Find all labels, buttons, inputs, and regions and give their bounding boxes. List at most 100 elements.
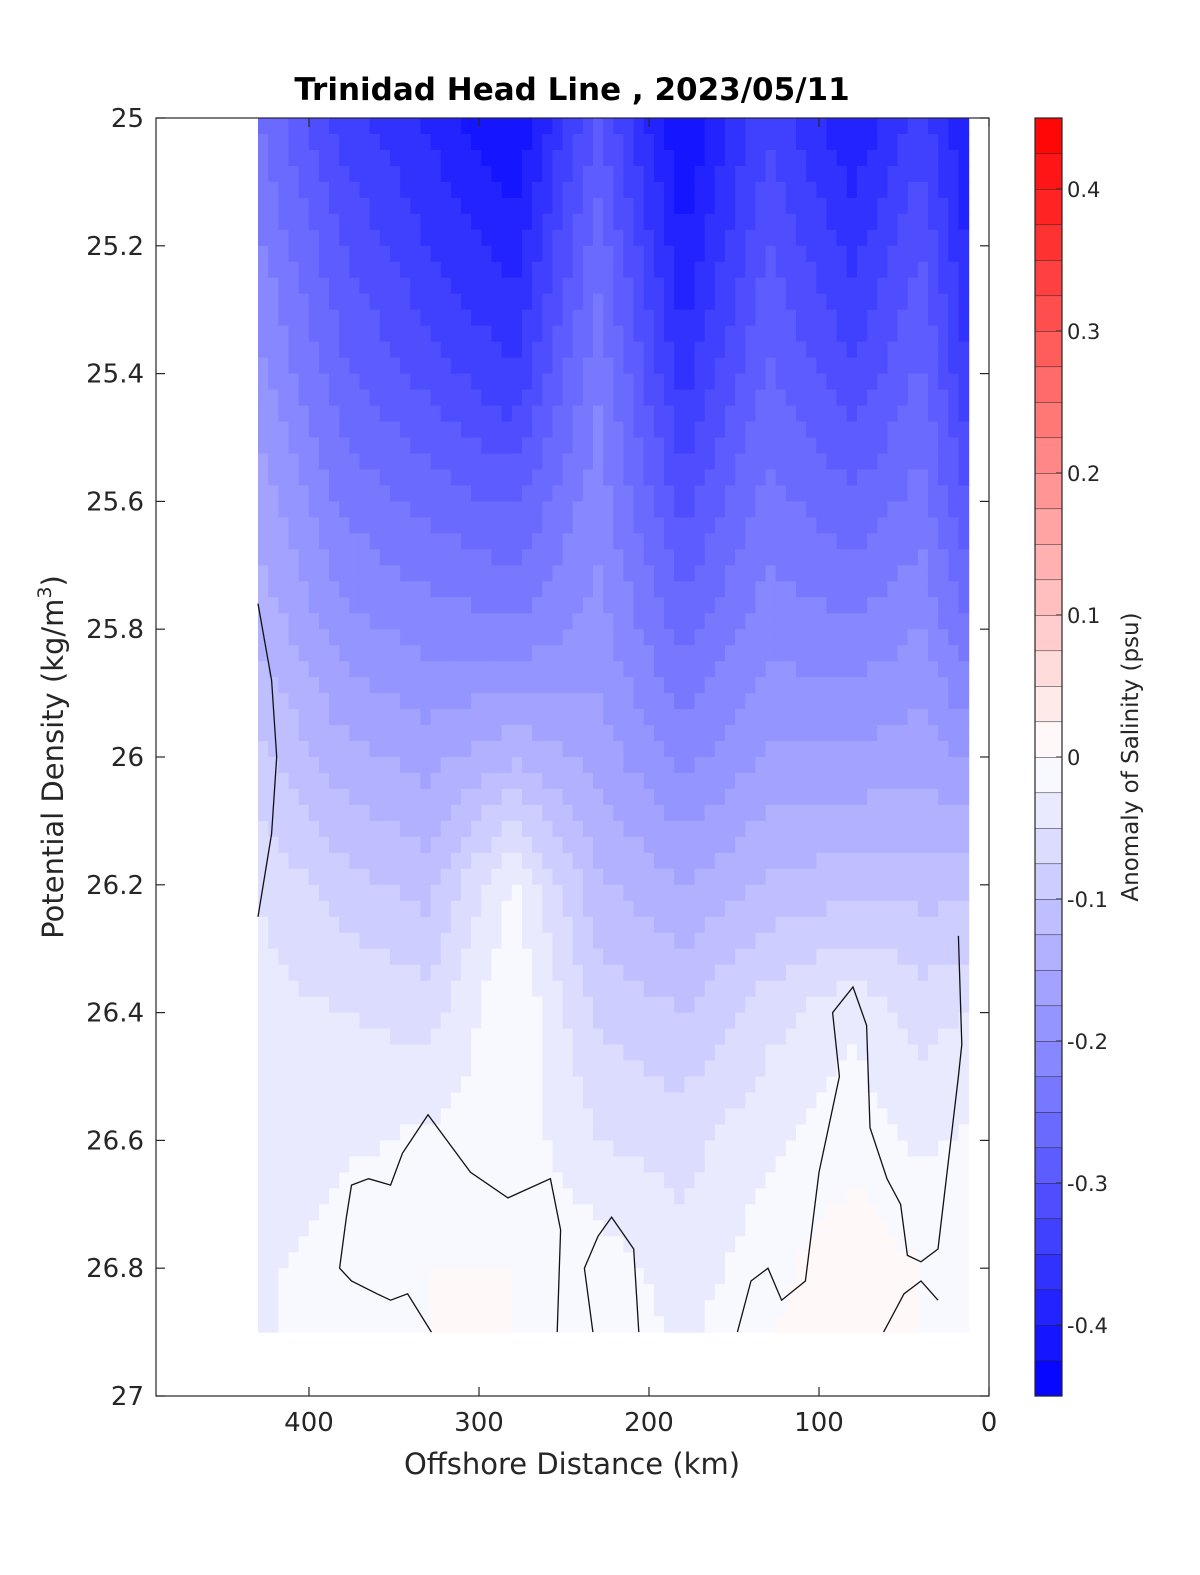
- field-cell: [765, 836, 777, 854]
- field-cell: [603, 1236, 614, 1253]
- field-cell: [542, 277, 553, 295]
- field-cell: [521, 964, 533, 982]
- field-cell: [745, 916, 757, 934]
- field-cell: [755, 453, 767, 471]
- field-cell: [329, 197, 340, 215]
- field-cell: [572, 661, 584, 678]
- field-cell: [603, 1124, 614, 1141]
- field-cell: [552, 964, 564, 982]
- field-cell: [359, 661, 371, 678]
- field-cell: [694, 693, 706, 710]
- field-cell: [298, 1124, 310, 1141]
- field-cell: [836, 645, 848, 662]
- field-cell: [278, 1044, 290, 1062]
- field-cell: [511, 1060, 523, 1078]
- field-cell: [684, 964, 696, 982]
- field-cell: [400, 485, 411, 502]
- field-cell: [826, 357, 838, 375]
- field-cell: [785, 1076, 797, 1094]
- field-cell: [379, 245, 391, 263]
- field-cell: [410, 453, 422, 471]
- field-cell: [694, 1140, 706, 1157]
- field-cell: [491, 980, 503, 998]
- field-cell: [552, 309, 564, 327]
- field-cell: [613, 485, 625, 502]
- field-cell: [694, 677, 706, 694]
- field-cell: [613, 1172, 625, 1189]
- field-cell: [511, 373, 523, 391]
- field-cell: [603, 788, 614, 806]
- field-cell: [318, 581, 330, 598]
- field-cell: [420, 533, 432, 550]
- field-cell: [268, 645, 279, 662]
- field-cell: [552, 133, 564, 151]
- field-cell: [613, 1268, 625, 1285]
- field-cell: [796, 948, 807, 966]
- field-cell: [308, 133, 320, 151]
- field-cell: [755, 549, 767, 566]
- field-cell: [369, 165, 381, 183]
- field-cell: [501, 661, 513, 678]
- field-cell: [724, 293, 736, 311]
- field-cell: [430, 980, 442, 998]
- field-cell: [511, 1172, 523, 1189]
- field-cell: [735, 165, 746, 183]
- field-cell: [887, 613, 899, 630]
- field-cell: [897, 1220, 909, 1237]
- field-cell: [816, 852, 828, 870]
- field-cell: [755, 772, 767, 790]
- field-cell: [704, 165, 716, 183]
- field-cell: [552, 501, 564, 518]
- field-cell: [450, 1252, 462, 1269]
- field-cell: [511, 277, 523, 295]
- field-cell: [714, 1156, 726, 1173]
- field-cell: [816, 1060, 828, 1078]
- field-cell: [653, 645, 665, 662]
- field-cell: [491, 517, 503, 534]
- field-cell: [653, 197, 665, 215]
- field-cell: [258, 517, 269, 534]
- field-cell: [572, 421, 584, 439]
- field-cell: [856, 709, 868, 726]
- field-cell: [521, 581, 533, 598]
- field-cell: [481, 181, 493, 199]
- field-cell: [613, 293, 625, 311]
- field-cell: [887, 565, 899, 582]
- field-cell: [308, 581, 320, 598]
- field-cell: [846, 565, 858, 582]
- field-cell: [704, 1220, 716, 1237]
- field-cell: [349, 645, 361, 662]
- field-cell: [704, 757, 716, 774]
- field-cell: [724, 229, 736, 247]
- field-cell: [745, 1140, 757, 1157]
- field-cell: [491, 453, 503, 471]
- field-cell: [714, 469, 726, 487]
- field-cell: [755, 341, 767, 359]
- field-cell: [887, 437, 899, 455]
- field-cell: [856, 118, 868, 135]
- field-cell: [623, 948, 635, 966]
- field-cell: [582, 725, 594, 742]
- field-cell: [461, 1300, 472, 1317]
- field-cell: [897, 325, 909, 343]
- field-cell: [887, 964, 899, 982]
- field-cell: [856, 357, 868, 375]
- field-cell: [897, 836, 909, 854]
- field-cell: [917, 517, 929, 534]
- field-cell: [867, 1124, 878, 1141]
- field-cell: [511, 1108, 523, 1126]
- field-cell: [410, 1028, 422, 1046]
- field-cell: [359, 948, 371, 966]
- field-cell: [359, 165, 371, 183]
- field-cell: [867, 1012, 878, 1030]
- field-cell: [826, 1092, 838, 1110]
- field-cell: [339, 565, 350, 582]
- field-cell: [552, 229, 564, 247]
- field-cell: [339, 1012, 350, 1030]
- field-cell: [704, 229, 716, 247]
- field-cell: [410, 661, 422, 678]
- field-cell: [481, 213, 493, 231]
- field-cell: [846, 836, 858, 854]
- field-cell: [887, 597, 899, 614]
- field-cell: [846, 437, 858, 455]
